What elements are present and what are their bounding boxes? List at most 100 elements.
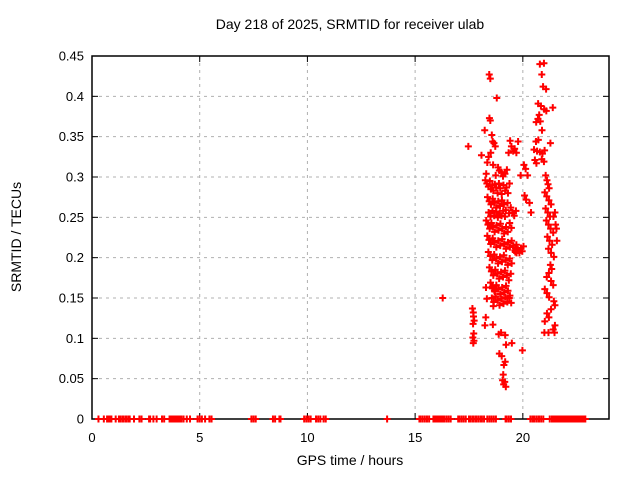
data-point bbox=[208, 415, 216, 423]
data-point bbox=[483, 158, 491, 166]
data-point bbox=[496, 290, 504, 298]
data-point bbox=[482, 217, 490, 225]
data-point bbox=[501, 267, 509, 275]
data-point bbox=[542, 107, 550, 115]
data-point bbox=[488, 283, 496, 291]
data-point bbox=[489, 195, 497, 203]
data-point bbox=[485, 236, 493, 244]
data-point bbox=[504, 228, 512, 236]
data-point bbox=[495, 275, 503, 283]
plot-border bbox=[91, 55, 610, 420]
data-point bbox=[500, 229, 508, 237]
x-axis-label: GPS time / hours bbox=[296, 452, 404, 468]
data-point bbox=[498, 295, 506, 303]
data-point bbox=[495, 179, 503, 187]
data-point bbox=[512, 207, 520, 215]
data-point bbox=[545, 293, 553, 301]
data-point bbox=[497, 268, 505, 276]
x-tick-label: 20 bbox=[516, 430, 530, 445]
data-point bbox=[544, 208, 552, 216]
data-point bbox=[542, 85, 550, 93]
y-tick-label: 0.35 bbox=[59, 129, 84, 144]
data-point bbox=[498, 284, 506, 292]
data-point bbox=[496, 301, 504, 309]
data-point bbox=[544, 245, 552, 253]
data-point bbox=[494, 296, 502, 304]
data-point bbox=[505, 294, 513, 302]
data-point bbox=[541, 317, 549, 325]
data-point bbox=[498, 258, 506, 266]
data-point bbox=[501, 213, 509, 221]
data-point bbox=[545, 269, 553, 277]
data-point bbox=[508, 259, 516, 267]
data-point bbox=[545, 196, 553, 204]
data-point bbox=[477, 151, 485, 159]
data-point bbox=[489, 321, 497, 329]
data-point bbox=[546, 261, 554, 269]
data-point bbox=[487, 219, 495, 227]
data-point bbox=[494, 259, 502, 267]
data-point bbox=[505, 179, 513, 187]
data-point bbox=[499, 273, 507, 281]
data-point bbox=[492, 171, 500, 179]
y-tick-label: 0.45 bbox=[59, 49, 84, 64]
data-point bbox=[494, 237, 502, 245]
data-point bbox=[514, 138, 522, 146]
data-point bbox=[503, 166, 511, 174]
data-point bbox=[544, 221, 552, 229]
data-point bbox=[536, 117, 544, 125]
data-point bbox=[484, 193, 492, 201]
chart-title: Day 218 of 2025, SRMTID for receiver ula… bbox=[215, 16, 485, 32]
data-point bbox=[503, 271, 511, 279]
data-point bbox=[489, 161, 497, 169]
data-point bbox=[505, 149, 513, 157]
data-point bbox=[447, 415, 455, 423]
data-point bbox=[488, 256, 496, 264]
data-point bbox=[542, 171, 550, 179]
data-point bbox=[507, 415, 515, 423]
data-point bbox=[491, 228, 499, 236]
data-point bbox=[504, 199, 512, 207]
data-point bbox=[541, 285, 549, 293]
data-point bbox=[508, 237, 516, 245]
x-tick-label: 5 bbox=[196, 430, 203, 445]
data-point bbox=[506, 219, 514, 227]
data-point bbox=[502, 245, 510, 253]
x-tick-label: 15 bbox=[408, 430, 422, 445]
data-point bbox=[486, 177, 494, 185]
data-point bbox=[487, 149, 495, 157]
data-point bbox=[492, 281, 500, 289]
data-point bbox=[506, 137, 514, 145]
data-point bbox=[502, 341, 510, 349]
data-point bbox=[548, 241, 556, 249]
data-point bbox=[492, 243, 500, 251]
data-point bbox=[500, 240, 508, 248]
data-point bbox=[550, 253, 558, 261]
data-point bbox=[498, 352, 506, 360]
data-point bbox=[485, 263, 493, 271]
data-point bbox=[494, 285, 502, 293]
data-point bbox=[499, 207, 507, 215]
data-point bbox=[490, 298, 498, 306]
data-point bbox=[543, 233, 551, 241]
data-point bbox=[510, 212, 518, 220]
data-point bbox=[482, 284, 490, 292]
data-point bbox=[504, 287, 512, 295]
data-point bbox=[439, 294, 447, 302]
data-point bbox=[546, 237, 554, 245]
data-point bbox=[521, 192, 529, 200]
data-point bbox=[534, 136, 542, 144]
data-point bbox=[276, 415, 284, 423]
data-point bbox=[500, 251, 508, 259]
y-tick-label: 0.4 bbox=[66, 89, 84, 104]
data-point bbox=[500, 361, 508, 369]
data-point bbox=[487, 267, 495, 275]
data-point bbox=[481, 126, 489, 134]
data-point bbox=[486, 117, 494, 125]
data-point bbox=[491, 142, 499, 150]
data-point bbox=[549, 229, 557, 237]
data-point bbox=[551, 208, 559, 216]
data-point bbox=[496, 242, 504, 250]
